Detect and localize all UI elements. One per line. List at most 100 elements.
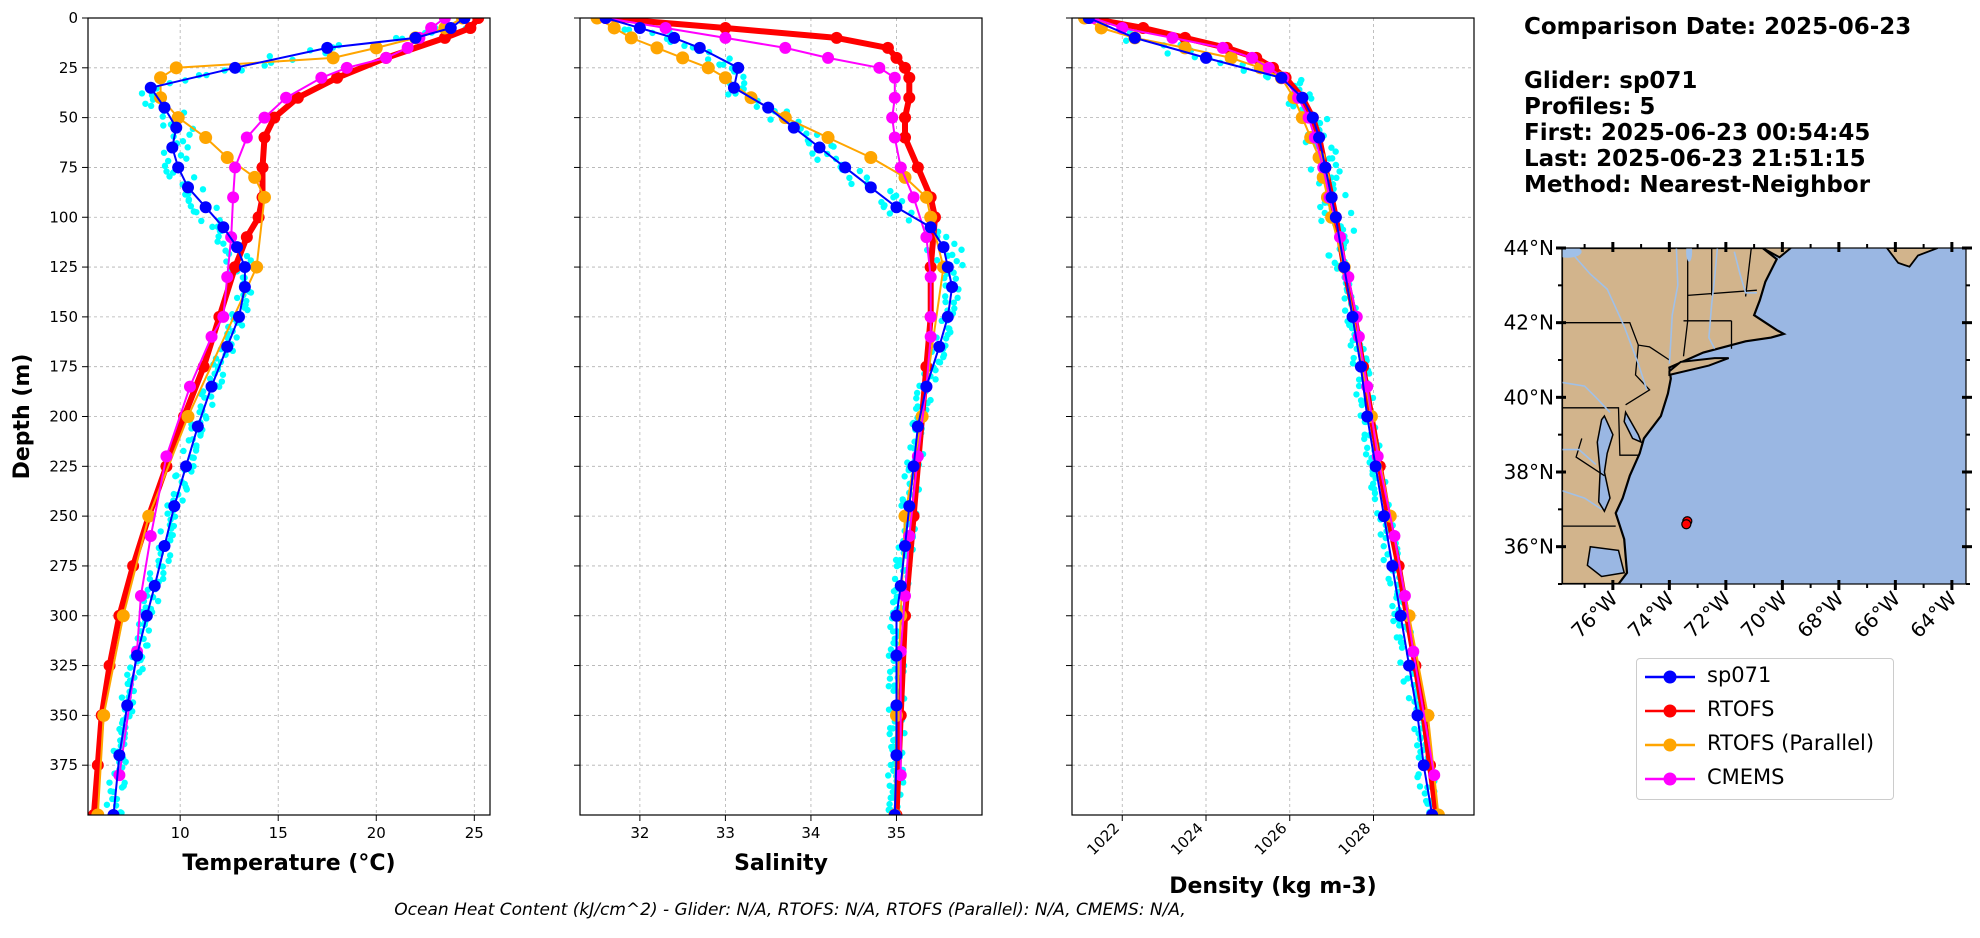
temperature-xtick-label: 20	[367, 824, 386, 842]
salinity-marker-rtofs	[903, 91, 916, 104]
legend-entry-sp071: sp071	[1637, 661, 1893, 693]
temperature-glider-point	[124, 671, 131, 678]
temperature-glider-point	[266, 53, 274, 60]
density-glider-point	[1341, 307, 1349, 314]
temperature-marker-rtofs-parallel-	[142, 509, 156, 523]
density-marker-rtofs-parallel-	[1224, 51, 1238, 65]
salinity-marker-rtofs-parallel-	[919, 190, 933, 204]
salinity-marker-sp071	[903, 500, 916, 513]
temperature-marker-sp071	[444, 21, 457, 34]
salinity-marker-sp071	[633, 21, 646, 34]
density-glider-point	[1405, 694, 1413, 702]
temperature-glider-point	[238, 322, 246, 329]
temperature-marker-rtofs	[268, 111, 281, 124]
temperature-glider-point	[233, 294, 241, 302]
salinity-marker-sp071	[946, 280, 959, 293]
density-marker-sp071	[1275, 71, 1288, 84]
density-marker-sp071	[1426, 809, 1439, 815]
density-marker-sp071	[1386, 559, 1399, 572]
salinity-glider-point	[959, 261, 966, 269]
density-glider-point	[1397, 659, 1404, 666]
map-river	[1562, 448, 1597, 466]
map-river	[1562, 489, 1603, 510]
temperature-marker-rtofs	[472, 18, 485, 24]
density-glider-point	[1390, 617, 1397, 625]
salinity-marker-cmems	[924, 330, 937, 343]
density-marker-sp071	[1369, 460, 1382, 473]
salinity-glider-point	[952, 275, 960, 282]
salinity-marker-rtofs-parallel-	[924, 210, 938, 224]
salinity-marker-cmems	[899, 589, 912, 602]
salinity-marker-rtofs-parallel-	[718, 71, 732, 85]
salinity-glider-point	[940, 351, 948, 359]
salinity-glider-point	[892, 556, 900, 564]
temperature-glider-point	[124, 680, 131, 688]
legend-entry-rtofs: RTOFS	[1637, 695, 1893, 727]
salinity-marker-sp071	[668, 31, 681, 44]
salinity-marker-sp071	[890, 749, 903, 762]
density-glider-point	[1411, 725, 1418, 733]
density-glider-point	[1415, 754, 1423, 761]
salinity-marker-sp071	[890, 699, 903, 712]
salinity-marker-rtofs-parallel-	[864, 150, 878, 164]
temperature-marker-sp071	[232, 310, 245, 323]
salinity-xtick-label: 34	[801, 824, 820, 842]
salinity-marker-sp071	[924, 221, 937, 234]
temperature-marker-sp071	[231, 241, 244, 254]
density-marker-sp071	[1417, 759, 1430, 772]
temperature-marker-cmems	[221, 271, 234, 284]
temperature-marker-sp071	[140, 609, 153, 622]
temperature-glider-point	[243, 297, 250, 305]
salinity-marker-rtofs	[890, 51, 903, 64]
temperature-glider-point	[157, 528, 164, 535]
salinity-glider-point	[932, 376, 939, 383]
temperature-glider-point	[243, 252, 251, 260]
density-marker-sp071	[1361, 410, 1374, 423]
map-state-border	[1744, 248, 1752, 297]
density-glider-point	[1377, 531, 1384, 538]
density-data	[1078, 18, 1445, 815]
density-glider-point	[1164, 50, 1171, 57]
map-lon-label: 72°W	[1679, 586, 1735, 642]
density-marker-sp071	[1329, 211, 1342, 224]
temperature-glider-point	[183, 155, 190, 162]
temperature-glider-point	[187, 202, 195, 210]
temperature-ylabel: Depth (m)	[10, 354, 35, 480]
salinity-xtick-label: 32	[630, 824, 649, 842]
legend-label-cmems: CMEMS	[1707, 765, 1785, 789]
salinity-marker-sp071	[864, 181, 877, 194]
salinity-glider-point	[886, 800, 893, 808]
salinity-marker-cmems	[873, 61, 886, 74]
salinity-marker-cmems	[920, 231, 933, 244]
temperature-xtick-label: 25	[465, 824, 484, 842]
map-lat-label: 36°N	[1504, 535, 1554, 559]
map-lake	[1562, 248, 1582, 258]
temperature-ytick-label: 150	[49, 308, 78, 326]
temperature-glider-point	[209, 401, 216, 408]
density-marker-sp071	[1319, 161, 1332, 174]
temperature-glider-point	[209, 223, 216, 231]
density-glider-point	[1397, 639, 1405, 646]
density-marker-cmems	[1407, 645, 1420, 658]
map-lon-label: 64°W	[1905, 586, 1961, 642]
salinity-glider-point	[886, 668, 894, 675]
density-glider-point	[1355, 376, 1363, 383]
density-glider-point	[1349, 360, 1357, 367]
temperature-marker-sp071	[182, 181, 195, 194]
temperature-grid	[88, 17, 490, 815]
salinity-marker-sp071	[890, 649, 903, 662]
temperature-glider-point	[166, 552, 174, 559]
salinity-glider-point	[828, 142, 835, 149]
salinity-glider-point	[912, 405, 920, 412]
density-marker-sp071	[1411, 709, 1424, 722]
salinity-panel: 32 33 34 35 Salinity	[574, 17, 983, 876]
salinity-glider-point	[896, 561, 903, 568]
temperature-ytick-label: 25	[59, 59, 78, 77]
density-glider-point	[1389, 602, 1396, 610]
map-chesapeake-bay	[1596, 414, 1614, 513]
salinity-glider-point	[814, 156, 821, 163]
density-marker-sp071	[1403, 659, 1416, 672]
map-frame	[1561, 247, 1967, 585]
temperature-glider-point	[233, 334, 240, 341]
density-marker-cmems	[1166, 31, 1179, 44]
